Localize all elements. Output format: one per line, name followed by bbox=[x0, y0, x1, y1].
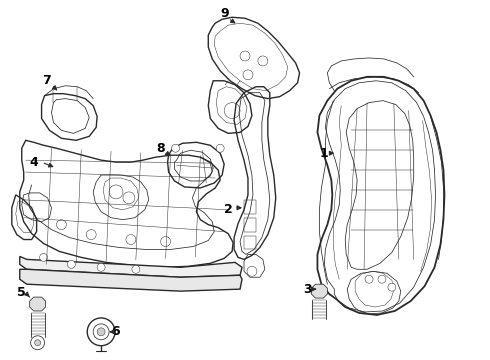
Circle shape bbox=[240, 51, 250, 61]
Circle shape bbox=[378, 275, 386, 283]
Text: 1: 1 bbox=[320, 147, 329, 160]
Text: 3: 3 bbox=[303, 283, 312, 296]
Circle shape bbox=[243, 70, 253, 80]
Text: 8: 8 bbox=[156, 142, 165, 155]
Circle shape bbox=[35, 340, 41, 346]
Text: 2: 2 bbox=[224, 203, 233, 216]
Circle shape bbox=[258, 56, 268, 66]
Text: 6: 6 bbox=[112, 325, 121, 338]
Circle shape bbox=[86, 230, 96, 239]
Text: 7: 7 bbox=[42, 74, 51, 87]
Circle shape bbox=[365, 275, 373, 283]
Circle shape bbox=[87, 318, 115, 346]
Text: 9: 9 bbox=[221, 7, 229, 20]
Circle shape bbox=[126, 235, 136, 244]
Circle shape bbox=[123, 192, 135, 204]
Polygon shape bbox=[30, 297, 46, 311]
Circle shape bbox=[97, 328, 105, 336]
Text: 5: 5 bbox=[17, 285, 26, 299]
Circle shape bbox=[172, 144, 179, 152]
Circle shape bbox=[56, 220, 66, 230]
Polygon shape bbox=[20, 256, 242, 277]
Text: 4: 4 bbox=[29, 156, 38, 168]
Circle shape bbox=[40, 253, 48, 261]
Circle shape bbox=[388, 283, 396, 291]
Circle shape bbox=[247, 266, 257, 276]
Circle shape bbox=[93, 324, 109, 340]
Circle shape bbox=[97, 264, 105, 271]
Circle shape bbox=[161, 237, 171, 247]
Circle shape bbox=[31, 336, 45, 350]
Circle shape bbox=[216, 144, 224, 152]
Polygon shape bbox=[20, 269, 242, 291]
Polygon shape bbox=[312, 284, 327, 298]
Circle shape bbox=[68, 260, 75, 268]
Circle shape bbox=[109, 185, 123, 199]
Circle shape bbox=[132, 265, 140, 273]
Circle shape bbox=[224, 103, 240, 118]
